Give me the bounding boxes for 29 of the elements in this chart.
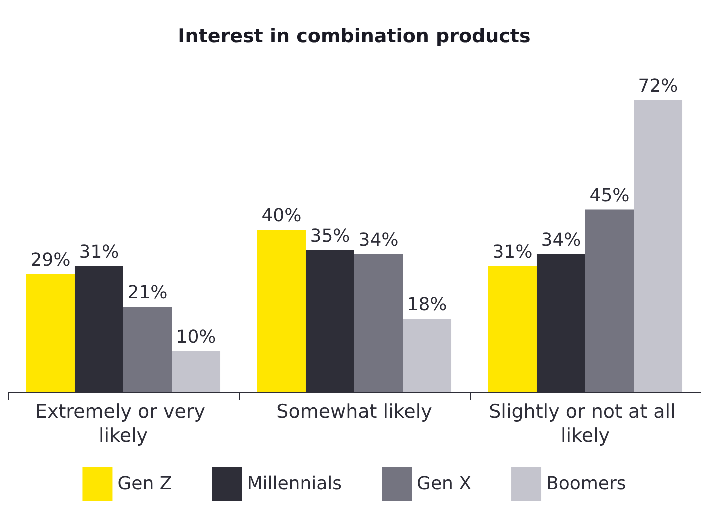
legend-label: Gen X [417,474,472,494]
x-tick-label: Slightly or not at all likely [489,401,682,447]
x-tick-label: Somewhat likely [276,401,432,423]
data-label: 31% [492,242,533,263]
legend-label: Gen Z [118,474,172,494]
legend-label: Millennials [247,474,342,494]
bar [172,352,221,392]
data-label: 29% [30,250,71,272]
data-label: 18% [407,294,448,316]
bar [403,319,452,392]
data-label: 10% [176,327,216,348]
chart-title: Interest in combination products [178,26,531,48]
x-tick-label: Extremely or very likely [35,401,212,447]
data-label: 31% [79,242,120,263]
bar [488,266,537,392]
data-label: 72% [638,76,678,97]
data-label: 45% [590,185,630,206]
bar [634,100,683,392]
data-label: 34% [541,230,582,251]
bar [124,306,172,392]
bar [586,210,634,392]
data-label: 35% [310,226,350,247]
bar [354,254,404,392]
bar [26,274,75,392]
data-label: 21% [128,282,168,304]
data-label: 40% [262,206,302,226]
bar [257,230,306,392]
data-label: 34% [358,230,399,251]
legend-label: Boomers [546,474,626,494]
